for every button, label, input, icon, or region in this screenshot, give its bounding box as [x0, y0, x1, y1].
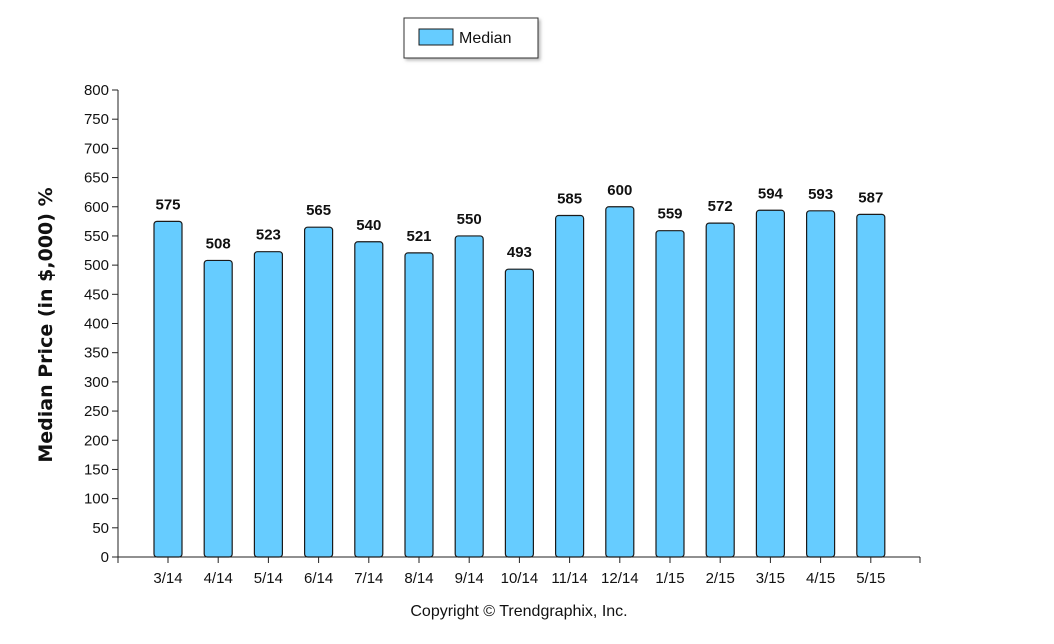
y-tick-label: 750 — [84, 111, 109, 128]
bars: 575 508 523 565 540 521 550 493 585 600 559 572 594 5… — [153, 182, 886, 558]
data-label: 521 — [406, 228, 431, 245]
bar-11-14 — [554, 214, 585, 558]
data-label: 559 — [657, 206, 682, 223]
x-ticks: 3/14 4/14 5/14 6/14 7/14 8/14 9/14 10/14 11/14 12… — [117, 557, 921, 587]
bar-12-14 — [605, 206, 635, 558]
legend-swatch-median — [418, 28, 454, 46]
y-tick-label: 50 — [92, 520, 109, 537]
bar-10-14 — [504, 268, 534, 558]
y-ticks: 0 50 100 150 200 250 300 350 400 450 500 550 600 650 7… — [84, 82, 118, 566]
data-label: 508 — [206, 235, 231, 252]
bar-3-15 — [755, 209, 786, 558]
x-tick-label: 4/14 — [204, 570, 233, 587]
x-tick-label: 5/15 — [856, 570, 885, 587]
bar-5-15 — [856, 213, 886, 558]
y-tick-label: 200 — [84, 432, 109, 449]
data-label: 523 — [256, 227, 281, 244]
bar-1-15 — [655, 230, 685, 558]
y-tick-label: 500 — [84, 257, 109, 274]
bar-5-14 — [253, 251, 283, 558]
x-tick-label: 4/15 — [806, 570, 835, 587]
bar-7-14 — [354, 241, 384, 558]
copyright-text: Copyright © Trendgraphix, Inc. — [410, 603, 627, 620]
x-tick-label: 8/14 — [404, 570, 433, 587]
x-tick-label: 10/14 — [501, 570, 539, 587]
data-label: 565 — [306, 202, 331, 219]
y-axis-title: Median Price (in $,000) % — [35, 187, 57, 462]
y-tick-label: 0 — [101, 549, 109, 566]
bar-8-14 — [404, 252, 434, 558]
data-label: 575 — [155, 196, 180, 213]
legend: Median — [403, 17, 539, 59]
x-tick-label: 11/14 — [551, 570, 587, 587]
x-tick-label: 3/15 — [756, 570, 785, 587]
y-tick-label: 300 — [84, 374, 109, 391]
y-tick-label: 150 — [84, 461, 109, 478]
data-label: 550 — [457, 211, 482, 228]
y-tick-label: 350 — [84, 345, 109, 362]
data-label: 593 — [808, 186, 833, 203]
y-tick-label: 700 — [84, 140, 109, 157]
x-tick-label: 7/14 — [354, 570, 383, 587]
bar-4-15 — [805, 210, 836, 558]
data-label: 493 — [507, 244, 532, 261]
data-label: 600 — [607, 182, 632, 199]
y-tick-label: 550 — [84, 228, 109, 245]
legend-label-median: Median — [459, 30, 511, 47]
data-label: 572 — [708, 198, 733, 215]
x-tick-label: 6/14 — [304, 570, 333, 587]
x-tick-label: 3/14 — [153, 570, 182, 587]
data-label: 594 — [758, 185, 784, 202]
bar-2-15 — [705, 222, 735, 558]
x-tick-label: 1/15 — [655, 570, 684, 587]
y-tick-label: 250 — [84, 403, 109, 420]
x-tick-label: 12/14 — [601, 570, 639, 587]
bar-4-14 — [203, 259, 233, 558]
y-tick-label: 600 — [84, 199, 109, 216]
y-tick-label: 450 — [84, 286, 109, 303]
data-label: 587 — [858, 189, 883, 206]
y-tick-label: 400 — [84, 316, 109, 333]
y-tick-label: 650 — [84, 170, 109, 187]
bar-9-14 — [454, 235, 484, 558]
bar-3-14 — [153, 220, 183, 558]
x-tick-label: 2/15 — [706, 570, 735, 587]
y-tick-label: 800 — [84, 82, 109, 99]
data-label: 540 — [356, 217, 381, 234]
x-tick-label: 5/14 — [254, 570, 283, 587]
x-tick-label: 9/14 — [455, 570, 484, 587]
data-label: 585 — [557, 191, 582, 208]
y-tick-label: 100 — [84, 491, 109, 508]
bar-6-14 — [304, 226, 334, 558]
